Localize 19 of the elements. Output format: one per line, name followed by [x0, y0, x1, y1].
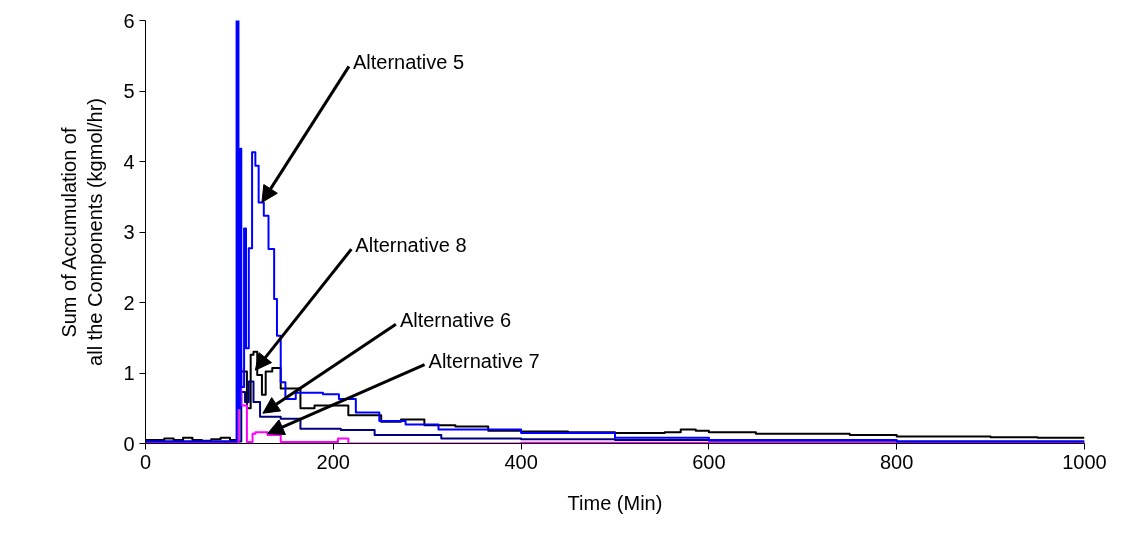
y-tick-label: 0 — [123, 432, 135, 455]
y-tick-label: 6 — [123, 9, 135, 32]
x-tick-label: 400 — [504, 450, 538, 473]
x-tick-label: 600 — [692, 450, 726, 473]
y-tick-label: 3 — [123, 221, 135, 243]
annotation: Alternative 6 — [399, 309, 512, 332]
y-tick-label: 5 — [123, 80, 135, 102]
y-tick-label: 2 — [123, 291, 135, 314]
x-tick-label: 0 — [139, 450, 152, 473]
y-tick-label: 1 — [123, 362, 135, 384]
y-tick-label: 4 — [123, 150, 135, 173]
x-tick-label: 200 — [316, 450, 350, 473]
x-tick-label: 800 — [880, 450, 914, 473]
annotation: Alternative 8 — [355, 234, 467, 257]
y-axis-title: Sum of Accumulation of all the Components (kgmol/hr) — [57, 98, 107, 366]
x-tick-label: 1000 — [1062, 450, 1107, 473]
x-axis-title: Time (Min) — [567, 491, 663, 514]
annotation: Alternative 5 — [352, 51, 465, 74]
annotation: Alternative 7 — [428, 349, 540, 372]
